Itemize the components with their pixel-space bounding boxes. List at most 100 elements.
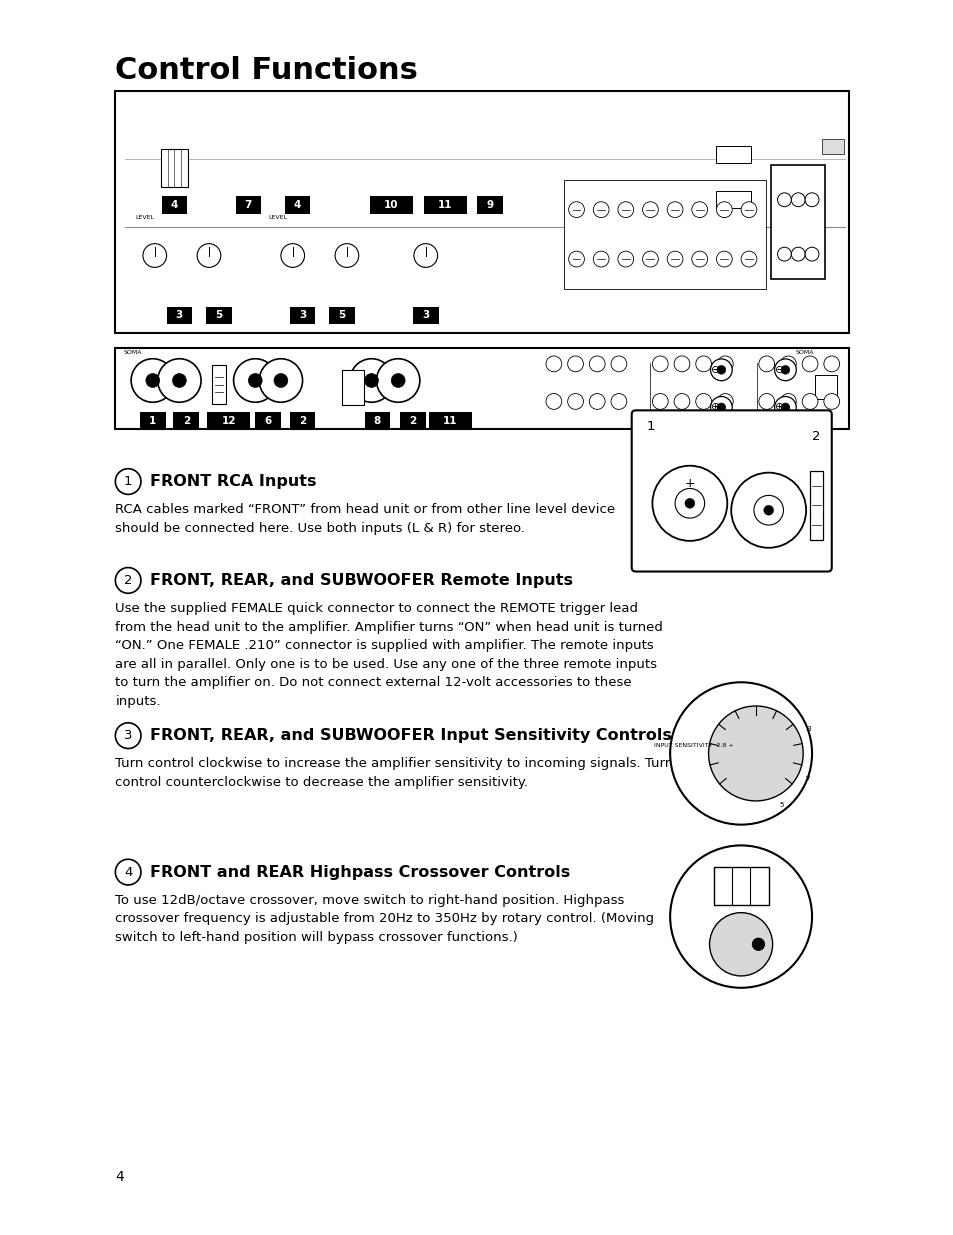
Bar: [285, 196, 310, 214]
Text: 4: 4: [115, 1170, 124, 1183]
Bar: [207, 412, 250, 430]
Bar: [716, 191, 750, 207]
Circle shape: [115, 568, 141, 593]
Text: Use the supplied FEMALE quick connector to connect the REMOTE trigger lead
from : Use the supplied FEMALE quick connector …: [115, 603, 662, 708]
Bar: [140, 412, 166, 430]
Circle shape: [652, 356, 667, 372]
Bar: [341, 370, 363, 405]
Text: 5: 5: [215, 310, 222, 320]
Circle shape: [801, 356, 817, 372]
Circle shape: [593, 201, 608, 217]
Circle shape: [695, 394, 711, 409]
Circle shape: [618, 251, 633, 267]
Circle shape: [717, 366, 725, 374]
Bar: [212, 364, 226, 404]
Text: v: v: [805, 776, 809, 781]
Circle shape: [376, 358, 419, 403]
Text: 1: 1: [149, 416, 156, 426]
Text: RCA cables marked “FRONT” from head unit or from other line level device
should : RCA cables marked “FRONT” from head unit…: [115, 504, 615, 535]
Text: ⊖: ⊖: [710, 364, 720, 374]
Circle shape: [710, 396, 732, 419]
Circle shape: [274, 373, 288, 388]
Circle shape: [691, 201, 707, 217]
Circle shape: [675, 489, 704, 519]
Bar: [713, 867, 768, 905]
Bar: [173, 412, 199, 430]
Circle shape: [717, 403, 725, 411]
Bar: [770, 165, 824, 279]
Circle shape: [669, 846, 811, 988]
Text: 9: 9: [486, 200, 493, 210]
Bar: [428, 412, 472, 430]
Circle shape: [710, 359, 732, 380]
Circle shape: [674, 356, 689, 372]
Circle shape: [716, 251, 732, 267]
Circle shape: [567, 394, 583, 409]
Bar: [206, 306, 232, 325]
Text: 10: 10: [384, 200, 398, 210]
Circle shape: [780, 394, 796, 409]
Circle shape: [708, 706, 802, 802]
Circle shape: [157, 358, 201, 403]
Text: FRONT, REAR, and SUBWOOFER Remote Inputs: FRONT, REAR, and SUBWOOFER Remote Inputs: [150, 573, 572, 588]
Text: 2: 2: [298, 416, 306, 426]
Text: 1: 1: [645, 420, 654, 432]
Circle shape: [248, 373, 262, 388]
Circle shape: [545, 356, 561, 372]
Text: 8: 8: [374, 416, 380, 426]
Circle shape: [823, 356, 839, 372]
Circle shape: [740, 201, 756, 217]
Circle shape: [335, 243, 358, 268]
Bar: [235, 196, 261, 214]
Bar: [814, 374, 836, 399]
Bar: [369, 196, 413, 214]
Circle shape: [781, 403, 789, 411]
Circle shape: [146, 373, 159, 388]
Text: Turn control clockwise to increase the amplifier sensitivity to incoming signals: Turn control clockwise to increase the a…: [115, 757, 673, 789]
Circle shape: [695, 356, 711, 372]
Circle shape: [774, 359, 796, 380]
Bar: [329, 306, 355, 325]
Circle shape: [568, 201, 584, 217]
Text: 5: 5: [779, 802, 783, 808]
Bar: [255, 412, 280, 430]
Text: 6: 6: [264, 416, 272, 426]
Bar: [160, 149, 188, 186]
Text: 4: 4: [124, 866, 132, 878]
Circle shape: [731, 473, 805, 548]
FancyBboxPatch shape: [631, 410, 831, 572]
Bar: [476, 196, 502, 214]
Text: ⊖: ⊖: [774, 364, 783, 374]
Text: 3: 3: [298, 310, 306, 320]
Text: 7: 7: [244, 200, 252, 210]
Text: Control Functions: Control Functions: [115, 57, 417, 85]
Circle shape: [781, 366, 789, 374]
Circle shape: [233, 358, 276, 403]
Circle shape: [823, 394, 839, 409]
Text: 4: 4: [171, 200, 178, 210]
Circle shape: [674, 394, 689, 409]
Text: 2: 2: [182, 416, 190, 426]
Text: INPUT SENSITIVITY  2.8 +: INPUT SENSITIVITY 2.8 +: [654, 743, 733, 748]
Circle shape: [115, 860, 141, 885]
Text: .3: .3: [804, 726, 811, 732]
Circle shape: [610, 394, 626, 409]
Text: FRONT, REAR, and SUBWOOFER Input Sensitivity Controls: FRONT, REAR, and SUBWOOFER Input Sensiti…: [150, 729, 671, 743]
Circle shape: [716, 201, 732, 217]
Bar: [423, 196, 467, 214]
Text: FRONT and REAR Highpass Crossover Controls: FRONT and REAR Highpass Crossover Contro…: [150, 864, 570, 879]
Bar: [167, 306, 192, 325]
Bar: [821, 140, 842, 154]
Bar: [364, 412, 390, 430]
Circle shape: [758, 356, 774, 372]
Text: 4: 4: [294, 200, 301, 210]
Circle shape: [350, 358, 393, 403]
Circle shape: [172, 373, 186, 388]
Text: FRONT RCA Inputs: FRONT RCA Inputs: [150, 474, 316, 489]
Text: 2: 2: [124, 574, 132, 587]
Text: 3: 3: [175, 310, 183, 320]
Circle shape: [391, 373, 405, 388]
Circle shape: [280, 243, 304, 268]
Circle shape: [589, 356, 604, 372]
Circle shape: [777, 247, 791, 261]
